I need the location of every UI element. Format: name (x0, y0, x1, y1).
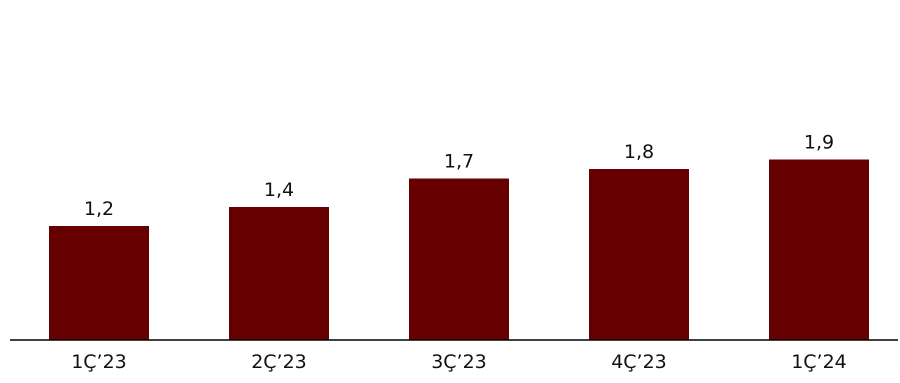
bars-layer (49, 159, 869, 340)
x-tick-label-4: 4Ç’23 (611, 351, 667, 373)
x-tick-label-5: 1Ç’24 (791, 351, 847, 373)
bar-2 (229, 207, 329, 340)
value-label-1: 1,2 (84, 198, 114, 220)
bar-3 (409, 178, 509, 340)
bar-5 (769, 159, 869, 340)
x-tick-labels: 1Ç’23 2Ç’23 3Ç’23 4Ç’23 1Ç’24 (71, 351, 847, 373)
bar-4 (589, 169, 689, 340)
x-tick-label-1: 1Ç’23 (71, 351, 127, 373)
value-label-5: 1,9 (804, 132, 834, 154)
bar-1 (49, 226, 149, 340)
value-label-2: 1,4 (264, 179, 294, 201)
x-tick-label-2: 2Ç’23 (251, 351, 307, 373)
value-labels-layer: 1,2 1,4 1,7 1,8 1,9 (84, 132, 834, 221)
value-label-4: 1,8 (624, 141, 654, 163)
value-label-3: 1,7 (444, 151, 474, 173)
x-tick-label-3: 3Ç’23 (431, 351, 487, 373)
